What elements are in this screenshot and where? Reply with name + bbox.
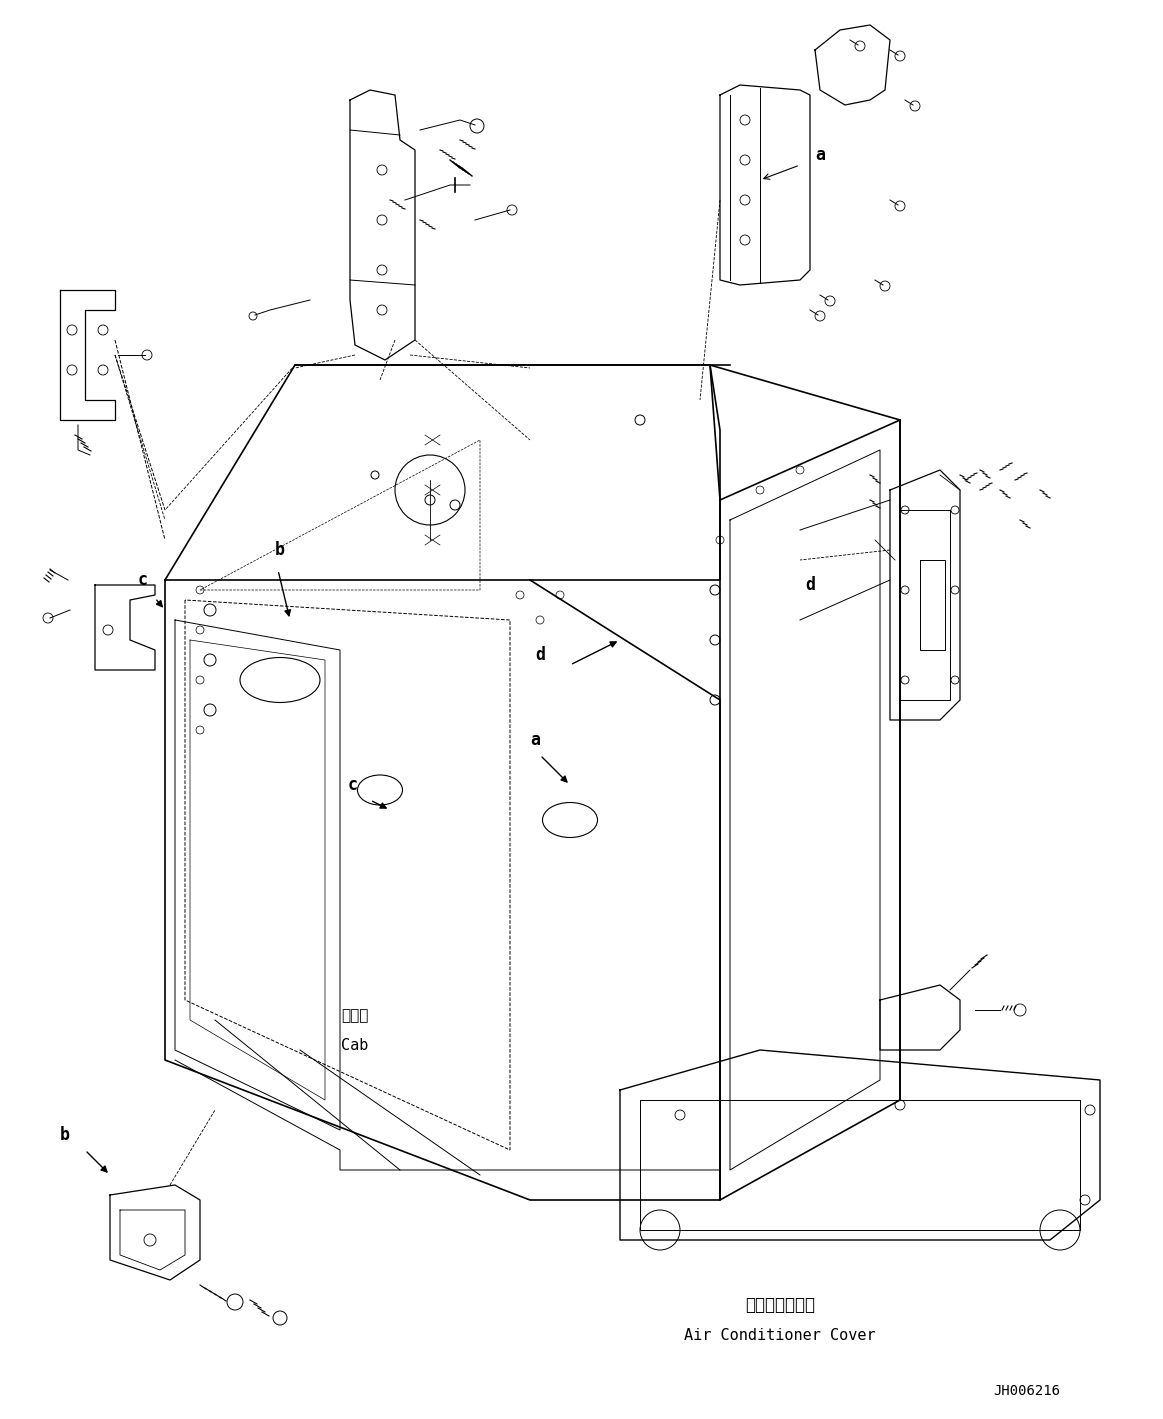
Text: c: c bbox=[348, 776, 358, 795]
Text: Cab: Cab bbox=[341, 1039, 369, 1053]
Text: b: b bbox=[274, 541, 285, 559]
Text: d: d bbox=[805, 576, 815, 595]
Text: c: c bbox=[138, 570, 148, 589]
Text: Air Conditioner Cover: Air Conditioner Cover bbox=[684, 1328, 876, 1342]
Text: エアコンカバー: エアコンカバー bbox=[745, 1296, 815, 1314]
Text: a: a bbox=[815, 146, 825, 165]
Text: b: b bbox=[60, 1127, 70, 1144]
Text: キャブ: キャブ bbox=[341, 1007, 369, 1023]
Text: d: d bbox=[535, 646, 545, 664]
Text: a: a bbox=[530, 731, 540, 749]
Text: JH006216: JH006216 bbox=[993, 1384, 1059, 1398]
